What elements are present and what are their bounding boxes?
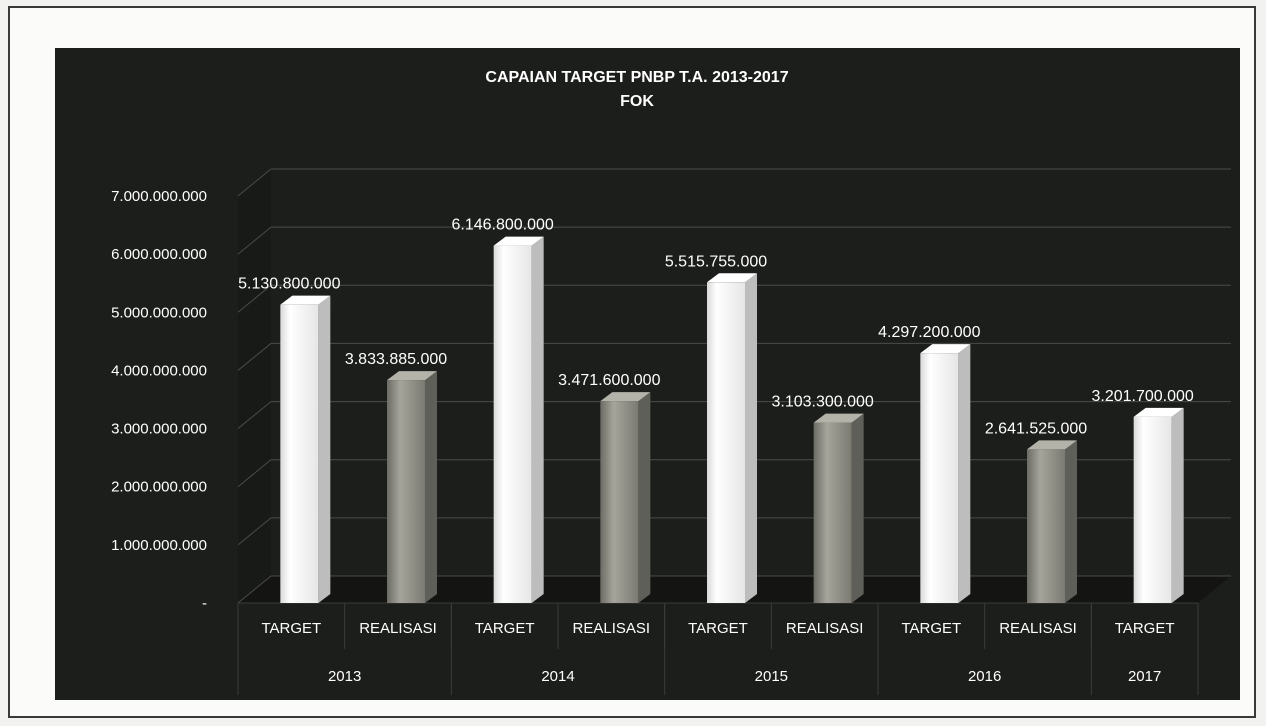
x-tick-label: REALISASI <box>359 620 437 637</box>
data-label: 3.201.700.000 <box>1092 388 1194 405</box>
gridline <box>237 168 1231 197</box>
bar-target <box>493 236 544 603</box>
gridline <box>237 575 1231 604</box>
data-label: 5.130.800.000 <box>238 276 340 293</box>
x-tick-label: REALISASI <box>999 620 1077 637</box>
x-tick-label: TARGET <box>1115 620 1175 637</box>
gridline <box>237 342 1231 371</box>
bar-realisasi <box>387 371 437 603</box>
data-label: 2.641.525.000 <box>985 420 1087 437</box>
bar-target <box>280 295 331 603</box>
chart-svg: - 1.000.000.000 2.000.000.000 3.000.000.000… <box>111 69 1231 695</box>
group-label: 2014 <box>541 668 574 685</box>
group-label: 2016 <box>968 668 1001 685</box>
chart-subtitle: FOK <box>620 93 654 110</box>
y-tick-label: 2.000.000.000 <box>111 479 207 496</box>
y-tick-label: 1.000.000.000 <box>111 537 207 554</box>
bar-target <box>920 344 971 603</box>
data-label: 5.515.755.000 <box>665 253 767 270</box>
side-wall <box>238 169 271 603</box>
group-label: 2017 <box>1128 668 1161 685</box>
data-label: 4.297.200.000 <box>878 324 980 341</box>
chart-panel: - 1.000.000.000 2.000.000.000 3.000.000.000… <box>55 48 1240 700</box>
bar-realisasi <box>813 413 864 603</box>
gridline <box>237 226 1231 255</box>
x-tick-label: REALISASI <box>786 620 864 637</box>
bar-target <box>707 273 757 603</box>
bar-realisasi <box>1027 440 1077 603</box>
x-tick-label: TARGET <box>901 620 961 637</box>
group-label: 2015 <box>755 668 788 685</box>
bar-target <box>1133 407 1184 603</box>
y-tick-label: 6.000.000.000 <box>111 246 207 263</box>
chart-frame: - 1.000.000.000 2.000.000.000 3.000.000.000… <box>8 6 1256 718</box>
chart-title: CAPAIAN TARGET PNBP T.A. 2013-2017 <box>485 69 788 86</box>
data-label: 3.471.600.000 <box>558 372 660 389</box>
y-tick-label: - <box>202 595 207 612</box>
data-label: 3.103.300.000 <box>772 394 874 411</box>
y-tick-label: 4.000.000.000 <box>111 362 207 379</box>
data-label: 6.146.800.000 <box>452 217 554 234</box>
group-label: 2013 <box>328 668 361 685</box>
gridline <box>237 401 1231 429</box>
bars-layer <box>280 236 1184 603</box>
labels-layer: - 1.000.000.000 2.000.000.000 3.000.000.000… <box>111 188 1194 685</box>
gridline <box>237 459 1231 488</box>
x-tick-label: REALISASI <box>573 620 651 637</box>
y-tick-label: 7.000.000.000 <box>111 188 207 205</box>
bar-realisasi <box>600 392 651 603</box>
data-label: 3.833.885.000 <box>345 351 447 368</box>
x-tick-label: TARGET <box>261 620 321 637</box>
x-tick-label: TARGET <box>475 620 535 637</box>
gridline <box>237 284 1231 313</box>
gridline <box>237 517 1231 546</box>
x-tick-label: TARGET <box>688 620 748 637</box>
y-tick-label: 3.000.000.000 <box>111 421 207 438</box>
y-tick-label: 5.000.000.000 <box>111 304 207 321</box>
